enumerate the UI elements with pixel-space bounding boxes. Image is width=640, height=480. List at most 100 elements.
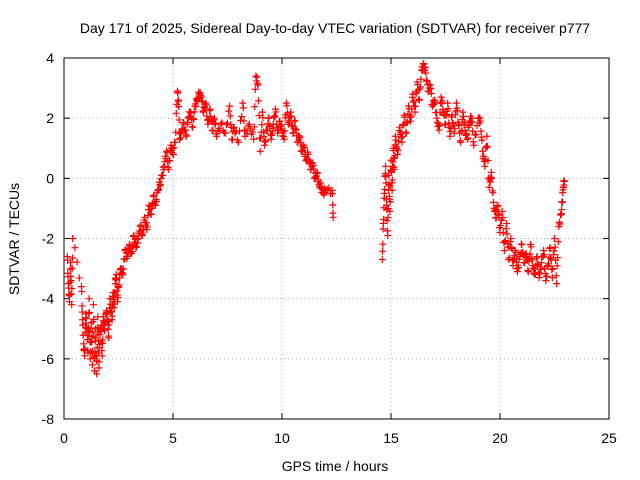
data-point <box>283 102 291 110</box>
y-tick-label: -4 <box>42 291 55 307</box>
data-point <box>379 247 387 255</box>
data-point <box>250 123 258 131</box>
data-point <box>515 264 523 272</box>
data-point <box>69 235 77 242</box>
data-point <box>197 92 205 100</box>
data-point <box>212 120 220 128</box>
data-point <box>489 189 497 197</box>
data-point <box>156 182 164 190</box>
data-point <box>382 172 390 180</box>
data-point <box>206 107 214 115</box>
data-point <box>99 336 107 344</box>
data-point <box>502 225 510 233</box>
data-point <box>439 105 447 113</box>
data-point <box>477 127 485 135</box>
data-point <box>86 355 94 363</box>
data-point <box>430 100 438 108</box>
data-point <box>537 259 545 267</box>
data-point <box>471 131 479 139</box>
data-point <box>166 157 174 165</box>
data-point <box>436 121 444 129</box>
data-point <box>68 301 76 309</box>
data-point <box>397 134 405 142</box>
data-point <box>88 361 96 369</box>
data-point <box>183 131 191 139</box>
data-point <box>445 123 453 131</box>
data-point <box>495 211 503 219</box>
data-point <box>416 83 424 91</box>
data-point <box>115 281 123 289</box>
data-point <box>95 364 103 372</box>
data-point <box>469 127 477 135</box>
data-point <box>105 318 113 326</box>
data-point <box>78 302 86 310</box>
data-point <box>313 169 321 177</box>
data-point <box>513 265 521 273</box>
data-point <box>255 111 263 119</box>
data-point <box>95 358 103 366</box>
data-point <box>66 291 74 299</box>
data-point <box>476 114 484 122</box>
data-point <box>256 147 264 155</box>
data-point <box>226 112 234 120</box>
data-point <box>258 121 266 129</box>
data-point <box>454 118 462 126</box>
data-point <box>378 256 386 264</box>
data-point <box>119 265 127 273</box>
data-point <box>556 211 564 219</box>
data-point <box>114 293 122 301</box>
data-point <box>484 157 492 165</box>
x-tick-labels: 0 5 10 15 20 25 <box>60 430 617 446</box>
data-point <box>379 240 387 248</box>
data-point <box>251 103 259 111</box>
data-point <box>455 122 463 130</box>
y-tick-label: -8 <box>42 411 55 427</box>
data-point <box>500 247 508 255</box>
data-point <box>558 198 566 206</box>
data-point <box>284 118 292 126</box>
data-point <box>554 238 562 246</box>
data-point <box>155 178 163 186</box>
data-point <box>297 138 305 146</box>
data-point <box>78 288 86 296</box>
data-point <box>271 112 279 120</box>
data-point <box>395 137 403 145</box>
data-point <box>384 213 392 221</box>
data-point <box>107 307 115 315</box>
data-point <box>168 145 176 153</box>
data-point <box>235 127 243 135</box>
data-point <box>159 172 167 180</box>
data-point <box>73 258 81 266</box>
data-point <box>93 370 101 378</box>
data-point <box>323 185 331 193</box>
data-point <box>461 119 469 127</box>
data-point <box>386 182 394 190</box>
data-point <box>458 126 466 134</box>
data-point <box>552 272 560 280</box>
data-point <box>310 165 318 173</box>
data-point <box>275 126 283 134</box>
data-point <box>537 265 545 273</box>
data-point <box>88 338 96 346</box>
data-point <box>419 60 427 68</box>
data-point <box>389 158 397 166</box>
data-point <box>549 265 557 273</box>
data-point <box>527 243 535 251</box>
data-point <box>325 184 333 192</box>
y-tick-label: -2 <box>42 231 55 247</box>
data-point <box>260 132 268 140</box>
data-point <box>551 235 558 242</box>
data-point <box>140 226 148 234</box>
data-point <box>465 121 473 129</box>
data-point <box>553 280 561 288</box>
data-point <box>504 243 512 251</box>
data-point <box>441 121 449 129</box>
data-point <box>499 229 507 237</box>
data-point <box>545 260 553 268</box>
data-point <box>483 143 491 151</box>
data-point <box>175 103 183 111</box>
data-point <box>398 132 406 140</box>
data-point <box>202 101 210 109</box>
data-point <box>118 269 126 277</box>
data-point <box>553 262 561 270</box>
